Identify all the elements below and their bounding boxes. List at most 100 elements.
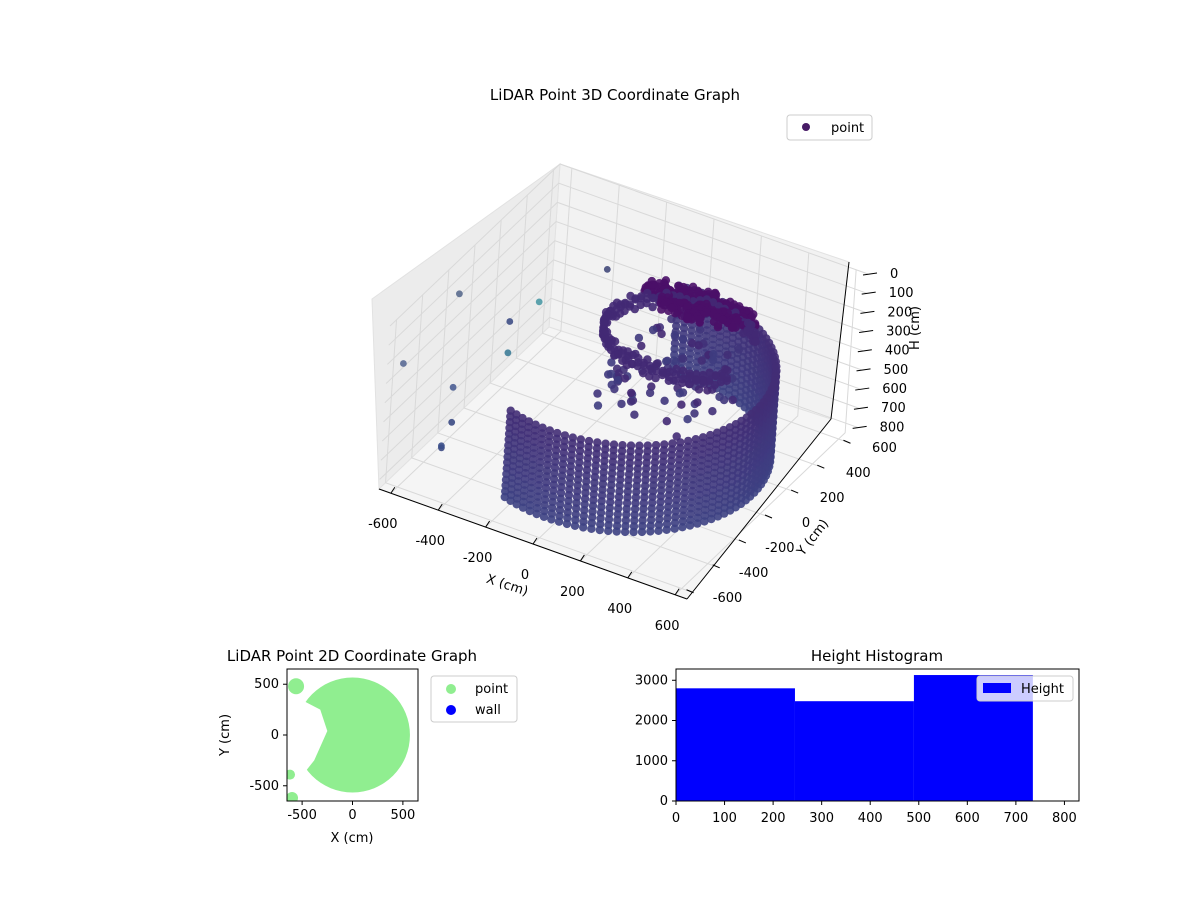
point-3d-941 [693,398,702,407]
point-3d-649 [751,337,760,346]
hy-tick-label-1: 1000 [635,754,668,769]
grid-z-4 [384,240,863,404]
point-3d-1140 [449,383,457,391]
x-tick-4 [579,554,585,562]
point-3d-1049 [671,370,681,379]
histogram-bar-1 [794,701,914,801]
point-3d-1285 [646,527,655,536]
legend-histogram: Height [976,675,1074,702]
point-3d-1051 [606,369,616,379]
grid-z-3 [385,220,865,384]
point-3d-1007 [620,374,630,383]
point-3d-832 [703,386,712,395]
grid-y-0 [385,319,694,594]
point-3d-1123 [456,290,463,298]
x-tick-label-2: -200 [463,551,493,566]
z-axis-label: H (cm) [908,306,923,350]
point-blob-top-left [288,678,305,695]
legend-2d: point wall [430,675,518,723]
point-3d-615 [648,302,657,312]
z-tick-label-2: 200 [887,305,912,320]
y-tick-6 [843,439,851,444]
point-3d-987 [627,388,636,398]
hx-tick-label-1: 100 [712,811,737,826]
x-tick-0 [390,486,396,494]
point-3d-1575 [547,515,556,524]
point-3d-982 [698,376,707,386]
legend-point-label: point [475,682,508,697]
x-tick-label-3: 0 [521,568,529,583]
point-3d-1383 [595,525,604,535]
point-3d-428 [734,345,744,354]
point-3d-974 [614,369,623,378]
point-3d-1349 [612,527,621,536]
point-3d-1447 [579,523,588,532]
point-3d-668 [659,301,669,310]
point-3d-965 [593,389,602,398]
x-tick-label-0: -600 [368,517,398,532]
point-blob-bottom-left [287,791,299,801]
point-3d-1269 [654,526,663,535]
point-3d-976 [506,318,514,325]
point-3d-1188 [693,519,702,528]
hx-tick-label-0: 0 [672,811,680,826]
z-tick-8 [852,425,867,429]
point-3d-1527 [525,506,534,516]
point-3d-1156 [707,514,716,524]
x-tick-label-5: 400 [607,602,632,617]
point-3d-1027 [617,399,626,409]
hy-tick-label-3: 3000 [635,673,668,688]
z-tick-2 [860,310,875,314]
point-3d-1019 [685,371,694,381]
y-tick-0 [686,589,694,594]
point-3d-384 [708,298,718,307]
point-3d-861 [708,407,717,416]
y-tick-label-3: 0 [802,516,810,531]
axes-3d: -600-400-2000200400600-600-400-200020040… [368,261,914,634]
point-3d-1237 [670,524,679,533]
z-tick-0 [862,272,878,276]
point-3d-720 [648,325,658,335]
x2d-tick-label-0: -500 [287,808,317,823]
point-3d-696 [667,303,676,313]
x-tick-2 [485,520,491,528]
point-3d-1058 [662,417,671,426]
hx-tick-label-8: 800 [1052,811,1077,826]
point-3d-1050 [671,376,680,385]
z-tick-7 [853,406,869,410]
point-3d-1070 [651,373,660,383]
z-axis-line [830,261,850,420]
histogram-title: Height Histogram [811,647,943,665]
point-3d-604 [683,302,692,312]
hx-tick-label-5: 500 [906,811,931,826]
y-axis-label-2d: Y (cm) [218,714,233,757]
legend-wall-label: wall [475,703,501,718]
point-3d-646 [751,331,761,340]
y-tick-label-4: 200 [820,491,845,506]
point-disk [295,677,410,793]
plot-2d-points [287,677,410,801]
point-3d-176 [603,266,611,273]
y2d-tick-label-2: 500 [254,677,279,692]
point-3d-1511 [562,519,572,529]
point-3d-1024 [678,366,688,375]
y-tick-label-2: -200 [765,541,795,556]
point-3d-1013 [691,376,701,385]
point-3d-1172 [700,517,709,526]
y-tick-label-1: -400 [739,566,769,581]
point-3d-640 [688,339,697,348]
point-3d-1014 [675,389,684,398]
x-tick-label-6: 600 [655,619,680,634]
point-3d-1067 [639,361,648,370]
point-3d-1479 [570,521,580,530]
point-3d-699 [695,315,704,324]
hx-tick-label-7: 700 [1003,811,1028,826]
point-3d-772 [697,356,706,365]
grid-z-1 [388,182,867,346]
legend-3d: point [786,114,873,141]
z-tick-1 [861,291,876,295]
legend-height-swatch [983,683,1011,693]
point-3d-1065 [652,359,661,369]
x-tick-3 [532,537,538,545]
